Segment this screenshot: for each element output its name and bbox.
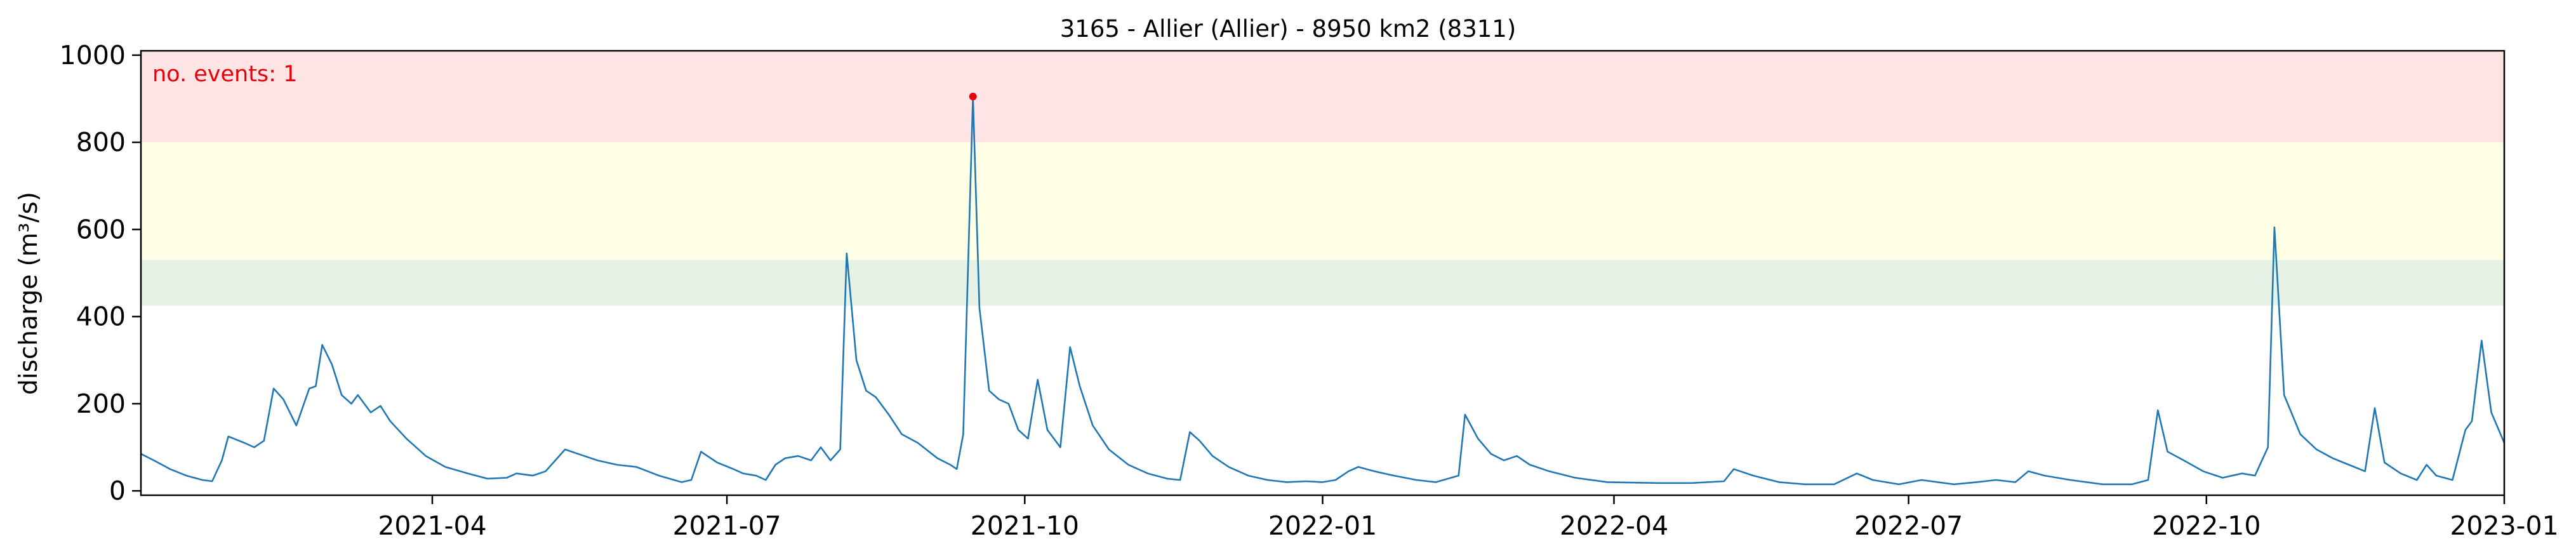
x-tick-label: 2021-10 — [971, 510, 1079, 541]
chart-title: 3165 - Allier (Allier) - 8950 km2 (8311) — [1060, 15, 1517, 43]
y-tick-label: 800 — [76, 127, 126, 157]
y-tick-label: 1000 — [60, 40, 126, 70]
y-axis: 0 200 400 600 800 1000 — [60, 40, 141, 506]
x-tick-label: 2021-07 — [672, 510, 781, 541]
threshold-band-1 — [141, 260, 2504, 306]
discharge-series-line — [140, 95, 2506, 486]
x-tick-label: 2023-01 — [2450, 510, 2558, 541]
event-marker-1 — [969, 93, 977, 101]
y-tick-label: 400 — [76, 302, 126, 332]
x-tick-label: 2021-04 — [378, 510, 486, 541]
x-tick-label: 2022-04 — [1560, 510, 1668, 541]
threshold-bands — [141, 51, 2504, 306]
threshold-band-3 — [141, 51, 2504, 143]
x-tick-label: 2022-01 — [1268, 510, 1377, 541]
x-tick-label: 2022-07 — [1854, 510, 1963, 541]
x-tick-label: 2022-10 — [2152, 510, 2261, 541]
plot-area: no. events: 1 — [140, 50, 2506, 496]
x-axis: 2021-04 2021-07 2021-10 2022-01 2022-04 2022-… — [378, 495, 2559, 541]
y-axis-label: discharge (m³/s) — [15, 192, 43, 395]
event-markers — [969, 93, 977, 101]
events-count-annotation: no. events: 1 — [152, 62, 297, 87]
y-tick-label: 600 — [76, 214, 126, 244]
y-tick-label: 200 — [76, 389, 126, 419]
threshold-band-2 — [141, 142, 2504, 260]
y-tick-label: 0 — [109, 476, 126, 506]
